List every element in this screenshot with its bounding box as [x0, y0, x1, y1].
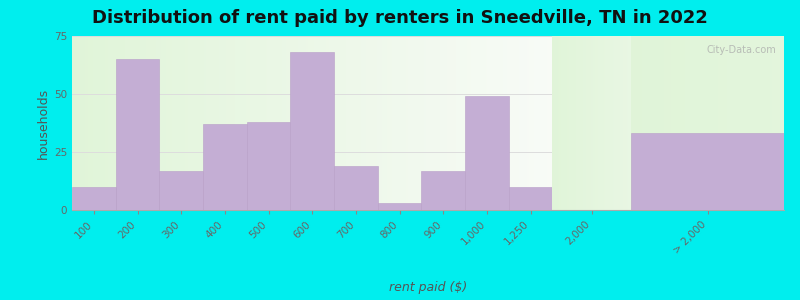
Text: Distribution of rent paid by renters in Sneedville, TN in 2022: Distribution of rent paid by renters in … — [92, 9, 708, 27]
Bar — [334, 166, 378, 210]
Bar — [72, 187, 116, 210]
Bar — [378, 203, 422, 210]
Bar — [509, 187, 553, 210]
Bar — [422, 171, 465, 210]
Bar — [159, 171, 203, 210]
Text: City-Data.com: City-Data.com — [706, 45, 776, 55]
Bar — [631, 134, 784, 210]
Bar — [116, 59, 159, 210]
Bar — [203, 124, 246, 210]
Bar — [290, 52, 334, 210]
Bar — [246, 122, 290, 210]
Text: rent paid ($): rent paid ($) — [389, 281, 467, 294]
Bar — [465, 96, 509, 210]
Y-axis label: households: households — [37, 87, 50, 159]
